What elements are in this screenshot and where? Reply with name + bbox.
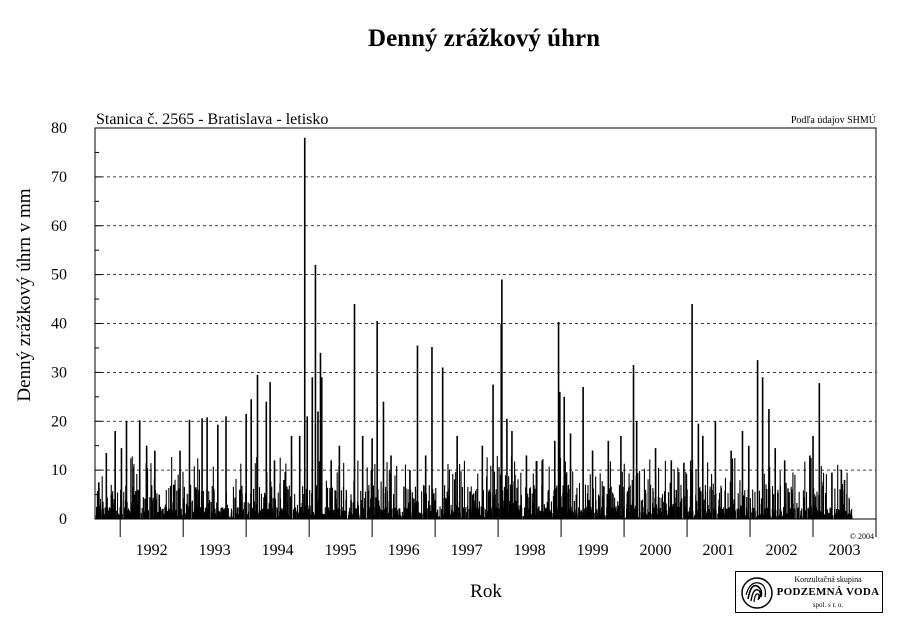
grid-lines [95,176,876,471]
chart-title: Denný zrážkový úhrn [368,25,600,52]
station-label: Stanica č. 2565 - Bratislava - letisko [96,111,328,128]
rainfall-bars [95,137,853,519]
x-tick-label: 1997 [451,542,483,559]
x-tick-label: 1998 [514,542,546,559]
y-tick-label: 60 [51,218,67,235]
x-axis-ticks: 1992 1993 1994 1995 1996 1997 1998 1999 2000 2001… [119,519,877,559]
source-label: Podľa údajov SHMÚ [791,114,877,126]
logo-company-name: PODZEMNÁ VODA [776,586,880,598]
copyright-label: © 2004 [850,532,874,541]
y-axis-label: Denný zrážkový úhrn v mm [14,188,35,401]
x-tick-label: 1992 [136,542,168,559]
x-tick-label: 1994 [262,542,294,559]
y-tick-label: 30 [51,364,67,381]
x-tick-label: 1995 [325,542,357,559]
y-tick-label: 40 [51,316,67,333]
logo-suffix: spol. s r. o. [812,601,844,609]
x-tick-label: 1993 [199,542,231,559]
y-tick-label: 50 [51,267,67,284]
y-tick-label: 0 [59,511,67,528]
x-axis-label: Rok [470,581,502,602]
x-tick-label: 2002 [766,542,798,559]
x-tick-label: 2001 [703,542,735,559]
x-tick-label: 2000 [640,542,672,559]
y-tick-label: 20 [51,413,67,430]
x-tick-label: 1999 [577,542,609,559]
x-tick-label: 2003 [829,542,861,559]
y-tick-label: 70 [51,169,67,186]
y-tick-label: 80 [51,120,67,137]
y-axis-ticks: 0 10 20 30 40 50 60 70 80 [51,120,102,528]
waves-logo-icon [741,577,773,609]
logo-subtitle: Konzultačná skupina [794,575,862,584]
company-logo: Konzultačná skupina PODZEMNÁ VODA spol. … [735,571,883,613]
y-tick-label: 10 [51,462,67,479]
x-tick-label: 1996 [388,542,420,559]
